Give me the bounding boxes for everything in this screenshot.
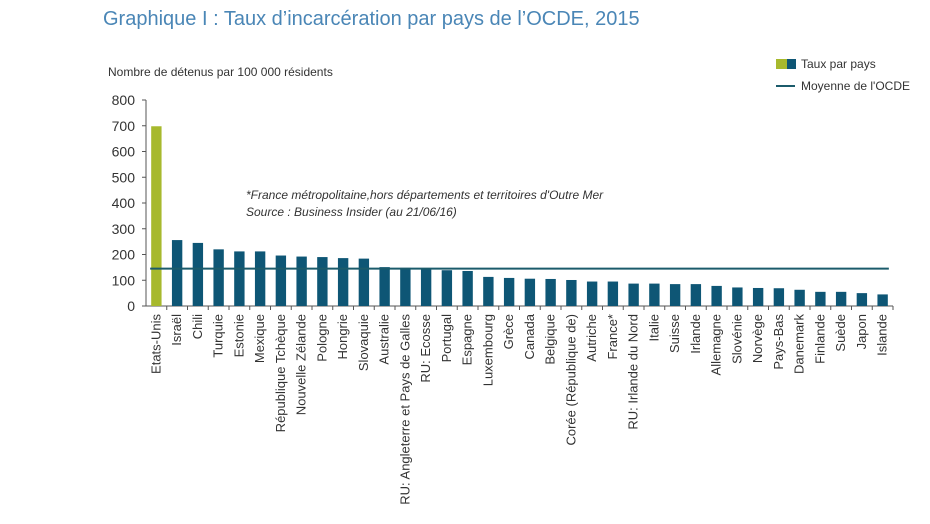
y-tick-label: 100 (112, 272, 136, 288)
x-tick-label: Autriche (584, 314, 599, 362)
bar (171, 240, 183, 306)
bar (732, 287, 743, 306)
x-tick-label: Estonie (231, 314, 246, 357)
bar (524, 278, 536, 306)
legend-label-bars: Taux par pays (801, 57, 876, 71)
x-tick-label: Israël (169, 314, 184, 346)
x-tick-label: Danemark (792, 314, 807, 374)
bar (151, 126, 162, 306)
x-tick-label: Pays-Bas (771, 314, 786, 370)
bar (317, 257, 328, 306)
bar (628, 283, 639, 306)
x-tick-label: Slovaquie (356, 314, 371, 371)
x-tick-label: RU: Ecosse (418, 314, 433, 383)
x-tick-label: Chili (190, 314, 205, 339)
x-tick-label: Finlande (812, 314, 827, 364)
annotation-france-note: *France métropolitaine,hors départements… (246, 188, 604, 202)
y-axis-label: Nombre de détenus par 100 000 résidents (108, 65, 333, 79)
bar (545, 278, 556, 306)
x-tick-label: Pologne (314, 314, 329, 362)
bar (441, 270, 453, 306)
y-tick-label: 500 (112, 169, 136, 185)
bars (151, 126, 888, 306)
y-tick-label: 0 (127, 298, 135, 314)
legend-label-average: Moyenne de l'OCDE (801, 79, 910, 93)
y-tick-label: 600 (112, 144, 136, 160)
legend: Taux par pays Moyenne de l'OCDE (776, 57, 910, 93)
bar (815, 291, 826, 306)
bar (586, 281, 598, 306)
x-tick-label: Suède (833, 314, 848, 352)
x-tick-label: Irlande (688, 314, 703, 354)
y-tick-label: 300 (112, 221, 136, 237)
bar (877, 294, 888, 306)
x-tick-label: Belgique (543, 314, 558, 365)
bar (566, 279, 577, 306)
bar (669, 284, 681, 306)
bar (711, 285, 722, 306)
bar (835, 291, 847, 306)
bar (503, 277, 515, 306)
legend-swatch-highlight (776, 59, 787, 69)
x-tick-label: Grèce (501, 314, 516, 349)
x-tick-label: Islande (875, 314, 890, 356)
x-tick-label: France* (605, 314, 620, 360)
bar (462, 270, 473, 306)
y-tick-label: 400 (112, 195, 136, 211)
x-tick-label: Norvège (750, 314, 765, 363)
annotation-source: Source : Business Insider (au 21/06/16) (246, 205, 457, 219)
bar (400, 267, 411, 306)
bar (773, 288, 785, 306)
bar (192, 242, 204, 306)
x-tick-label: RU: Angleterre et Pays de Galles (397, 314, 412, 505)
bar (275, 255, 287, 306)
axes: 0 100 200 300 400 500 600 700 800 (112, 92, 893, 314)
bar (254, 251, 266, 306)
x-tick-label: Espagne (460, 314, 475, 365)
bar (420, 269, 432, 306)
x-tick-label: Portugal (439, 314, 454, 363)
x-tick-label: Australie (377, 314, 392, 365)
y-tick-label: 200 (112, 247, 136, 263)
bar (649, 283, 660, 306)
x-tick-label: Etats-Unis (148, 314, 163, 374)
x-tick-label: Italie (646, 314, 661, 341)
x-tick-label: Hongrie (335, 314, 350, 360)
x-tick-label: Turquie (211, 314, 226, 358)
bar (794, 289, 805, 306)
bar (296, 256, 307, 306)
bar (690, 284, 702, 306)
bar (607, 281, 619, 306)
bar (337, 258, 349, 306)
y-tick-label: 800 (112, 92, 136, 108)
x-tick-label: Mexique (252, 314, 267, 363)
x-tick-label: RU: Irlande du Nord (626, 314, 641, 430)
x-tick-label: République Tchèque (273, 314, 288, 432)
x-tick-labels: Etats-Unis Israël Chili Turquie Estonie Mexiq… (148, 306, 894, 505)
bar (752, 287, 764, 306)
x-tick-label: Canada (522, 313, 537, 359)
bar (213, 249, 224, 306)
chart-title: Graphique I : Taux d’incarcération par p… (103, 8, 640, 30)
annotations: *France métropolitaine,hors départements… (246, 188, 604, 219)
x-tick-label: Suisse (667, 314, 682, 353)
bar (379, 267, 390, 306)
y-tick-label: 700 (112, 118, 136, 134)
bar (358, 258, 370, 306)
legend-swatch-bars (787, 59, 796, 69)
bar (234, 251, 245, 306)
x-tick-label: Japon (854, 314, 869, 349)
bar (856, 293, 868, 306)
bar (483, 276, 494, 306)
x-tick-label: Slovénie (729, 314, 744, 364)
x-tick-label: Nouvelle Zélande (294, 314, 309, 415)
x-tick-label: Luxembourg (480, 314, 495, 386)
x-tick-label: Corée (République de) (563, 314, 578, 446)
x-tick-label: Allemagne (709, 314, 724, 375)
